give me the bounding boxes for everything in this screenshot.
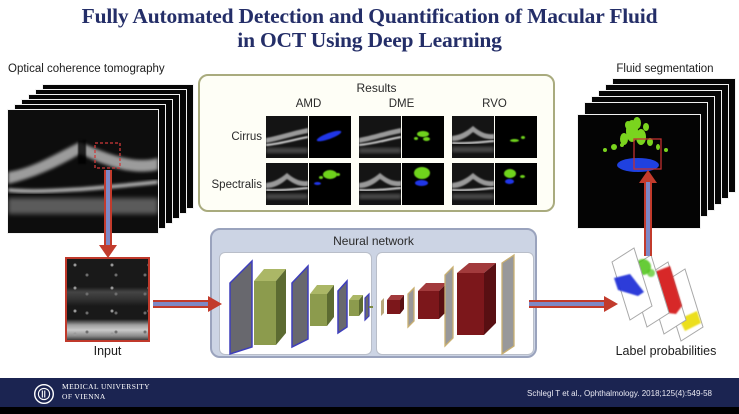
neural-network-box: Neural network	[210, 228, 537, 358]
probabilities-label: Label probabilities	[615, 344, 717, 358]
result-cell-cirrus-amd	[266, 116, 351, 159]
results-panel: Results AMD DME RVO Cirrus Spectralis	[198, 74, 555, 212]
segmentation-thumbnail	[495, 116, 537, 158]
segmentation-thumbnail	[402, 163, 444, 205]
encoder-diagram	[229, 259, 373, 356]
encoder-panel	[219, 252, 373, 356]
input-patch-image	[65, 257, 150, 342]
university-name-line2: OF VIENNA	[62, 391, 106, 401]
oct-thumbnail	[266, 163, 308, 205]
bottom-strip	[0, 407, 739, 414]
result-cell-cirrus-dme	[359, 116, 444, 159]
probability-sheet-blue	[611, 247, 653, 321]
result-cell-spectralis-amd	[266, 163, 351, 206]
fluid-segmentation-stack	[578, 79, 738, 229]
neural-network-title: Neural network	[333, 234, 414, 248]
oct-scan-image	[7, 110, 159, 233]
oct-thumbnail	[359, 163, 401, 205]
segmentation-front-image	[578, 115, 700, 228]
university-name-line1: MEDICAL UNIVERSITY	[62, 382, 150, 391]
result-cell-cirrus-rvo	[452, 116, 537, 159]
segmentation-thumbnail	[309, 116, 351, 158]
results-column-rvo: RVO	[482, 98, 507, 110]
university-name: MEDICAL UNIVERSITY OF VIENNA	[62, 382, 150, 402]
oct-thumbnail	[452, 116, 494, 158]
slide-title: Fully Automated Detection and Quantifica…	[0, 4, 739, 52]
slide-title-line2: in OCT Using Deep Learning	[237, 28, 502, 53]
oct-thumbnail	[359, 116, 401, 158]
result-cell-spectralis-dme	[359, 163, 444, 206]
results-title: Results	[356, 81, 397, 95]
results-row-cirrus: Cirrus	[231, 131, 262, 143]
oct-thumbnail	[452, 163, 494, 205]
segmentation-thumbnail	[402, 116, 444, 158]
university-logo-icon	[33, 383, 55, 405]
oct-thumbnail	[266, 116, 308, 158]
arrow-input-to-network	[153, 296, 222, 312]
citation-text: Schlegl T et al., Ophthalmology. 2018;12…	[526, 389, 712, 398]
arrow-probabilities-to-segmentation	[638, 170, 658, 256]
decoder-diagram	[381, 253, 515, 356]
label-probability-maps	[611, 247, 704, 342]
oct-image-stack	[7, 85, 198, 235]
oct-label: Optical coherence tomography	[8, 63, 165, 75]
result-cell-spectralis-rvo	[452, 163, 537, 206]
fluid-segmentation-label: Fluid segmentation	[616, 63, 714, 75]
footer-bar	[0, 378, 739, 407]
segmentation-thumbnail	[495, 163, 537, 205]
arrow-network-to-probabilities	[529, 296, 618, 312]
arrow-oct-to-input	[98, 170, 118, 258]
results-column-amd: AMD	[295, 98, 322, 110]
input-label: Input	[93, 344, 122, 358]
roi-rectangle	[94, 142, 121, 169]
decoder-panel	[376, 252, 534, 356]
results-column-dme: DME	[388, 98, 415, 110]
segmentation-thumbnail	[309, 163, 351, 205]
roi-rectangle	[633, 138, 662, 170]
results-row-spectralis: Spectralis	[211, 179, 263, 191]
slide-title-line1: Fully Automated Detection and Quantifica…	[81, 4, 658, 28]
oct-front-scan	[7, 110, 159, 233]
